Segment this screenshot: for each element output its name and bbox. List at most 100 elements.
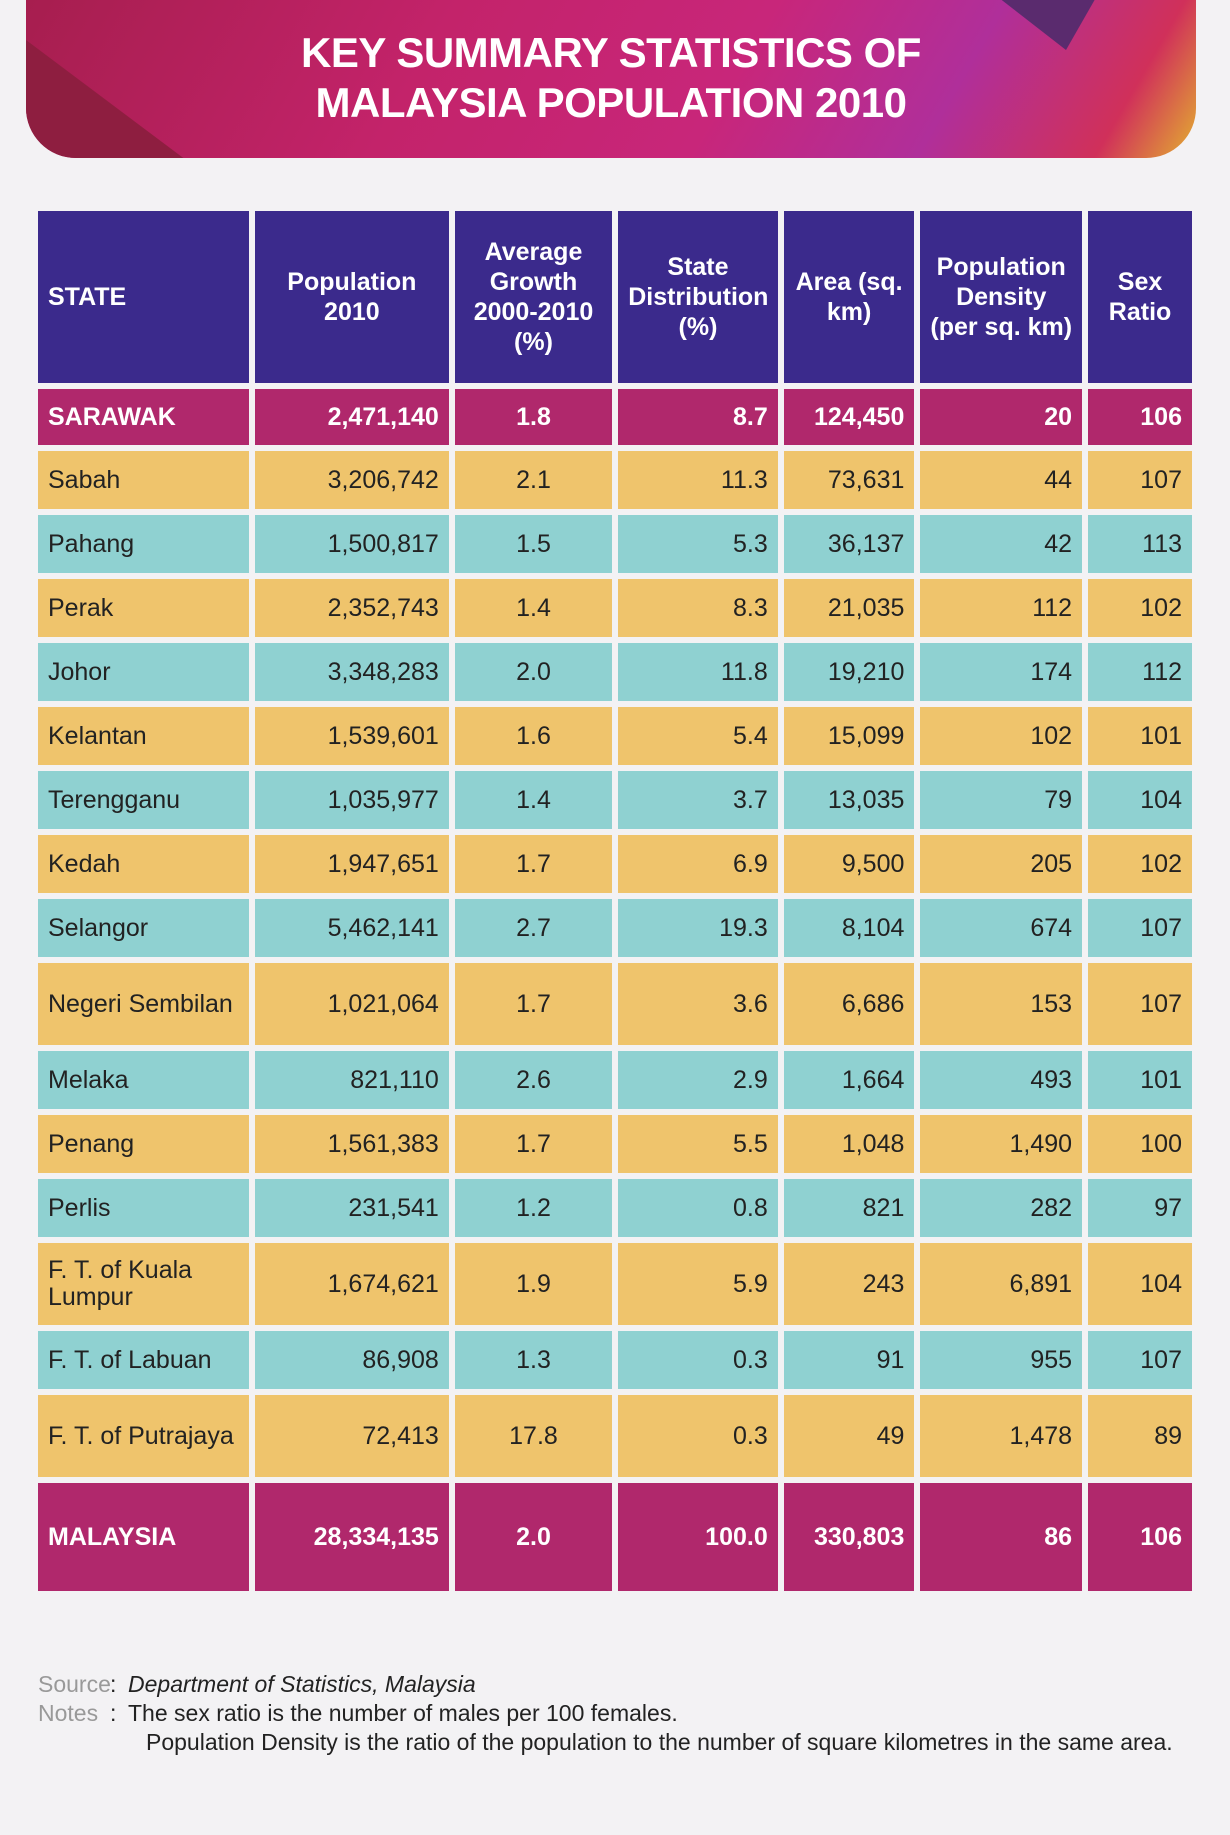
cell-density: 153 xyxy=(920,963,1083,1045)
page-title: KEY SUMMARY STATISTICS OF MALAYSIA POPUL… xyxy=(26,28,1196,128)
footer-notes: Source: Department of Statistics, Malaysi… xyxy=(38,1671,1173,1755)
cell-population: 1,021,064 xyxy=(254,963,449,1045)
cell-area: 821 xyxy=(783,1179,915,1237)
cell-density: 112 xyxy=(920,579,1083,637)
cell-state: Selangor xyxy=(38,899,249,957)
cell-state: MALAYSIA xyxy=(38,1483,249,1591)
cell-population: 231,541 xyxy=(254,1179,449,1237)
table-row: Selangor 5,462,141 2.7 19.3 8,104 674 107 xyxy=(38,899,1192,957)
cell-distribution: 5.4 xyxy=(618,707,778,765)
cell-state: Perak xyxy=(38,579,249,637)
column-header-distribution: State Distribution (%) xyxy=(618,211,778,383)
cell-density: 174 xyxy=(920,643,1083,701)
table-row: F. T. of Putrajaya 72,413 17.8 0.3 49 1,478 89 xyxy=(38,1395,1192,1477)
cell-area: 19,210 xyxy=(783,643,915,701)
cell-sex-ratio: 102 xyxy=(1088,579,1192,637)
cell-sex-ratio: 89 xyxy=(1088,1395,1192,1477)
cell-population: 1,947,651 xyxy=(254,835,449,893)
cell-growth: 2.0 xyxy=(454,1483,613,1591)
cell-density: 44 xyxy=(920,451,1083,509)
cell-state: Sabah xyxy=(38,451,249,509)
cell-growth: 1.4 xyxy=(454,771,613,829)
cell-state: Penang xyxy=(38,1115,249,1173)
cell-density: 282 xyxy=(920,1179,1083,1237)
cell-state: F. T. of Putrajaya xyxy=(38,1395,249,1477)
cell-growth: 1.8 xyxy=(454,389,613,445)
cell-distribution: 11.8 xyxy=(618,643,778,701)
cell-density: 205 xyxy=(920,835,1083,893)
table-row: F. T. of Labuan 86,908 1.3 0.3 91 955 107 xyxy=(38,1331,1192,1389)
cell-density: 20 xyxy=(920,389,1083,445)
cell-distribution: 11.3 xyxy=(618,451,778,509)
cell-population: 1,500,817 xyxy=(254,515,449,573)
cell-area: 330,803 xyxy=(783,1483,915,1591)
cell-sex-ratio: 112 xyxy=(1088,643,1192,701)
cell-state: F. T. of Labuan xyxy=(38,1331,249,1389)
cell-growth: 1.5 xyxy=(454,515,613,573)
cell-population: 3,348,283 xyxy=(254,643,449,701)
cell-growth: 1.9 xyxy=(454,1243,613,1325)
cell-population: 1,539,601 xyxy=(254,707,449,765)
cell-sex-ratio: 106 xyxy=(1088,389,1192,445)
cell-distribution: 2.9 xyxy=(618,1051,778,1109)
cell-distribution: 8.7 xyxy=(618,389,778,445)
cell-state: Kedah xyxy=(38,835,249,893)
cell-area: 1,664 xyxy=(783,1051,915,1109)
table-row: Terengganu 1,035,977 1.4 3.7 13,035 79 104 xyxy=(38,771,1192,829)
cell-distribution: 5.5 xyxy=(618,1115,778,1173)
cell-growth: 1.2 xyxy=(454,1179,613,1237)
cell-area: 1,048 xyxy=(783,1115,915,1173)
cell-distribution: 5.9 xyxy=(618,1243,778,1325)
cell-sex-ratio: 101 xyxy=(1088,1051,1192,1109)
cell-sex-ratio: 107 xyxy=(1088,963,1192,1045)
cell-area: 21,035 xyxy=(783,579,915,637)
cell-population: 2,471,140 xyxy=(254,389,449,445)
cell-sex-ratio: 107 xyxy=(1088,899,1192,957)
banner-decoration xyxy=(976,0,1106,50)
cell-state: Perlis xyxy=(38,1179,249,1237)
cell-sex-ratio: 104 xyxy=(1088,1243,1192,1325)
cell-distribution: 0.3 xyxy=(618,1395,778,1477)
cell-density: 6,891 xyxy=(920,1243,1083,1325)
title-line-2: MALAYSIA POPULATION 2010 xyxy=(315,79,907,126)
cell-sex-ratio: 106 xyxy=(1088,1483,1192,1591)
cell-population: 5,462,141 xyxy=(254,899,449,957)
cell-density: 674 xyxy=(920,899,1083,957)
cell-population: 2,352,743 xyxy=(254,579,449,637)
cell-population: 1,035,977 xyxy=(254,771,449,829)
cell-growth: 1.7 xyxy=(454,835,613,893)
banner-decoration xyxy=(26,40,186,158)
cell-density: 1,478 xyxy=(920,1395,1083,1477)
table-row: MALAYSIA 28,334,135 2.0 100.0 330,803 86 106 xyxy=(38,1483,1192,1591)
column-header-growth: Average Growth 2000-2010 (%) xyxy=(454,211,613,383)
cell-growth: 2.7 xyxy=(454,899,613,957)
cell-density: 102 xyxy=(920,707,1083,765)
cell-area: 91 xyxy=(783,1331,915,1389)
cell-growth: 1.4 xyxy=(454,579,613,637)
table-row: Perak 2,352,743 1.4 8.3 21,035 112 102 xyxy=(38,579,1192,637)
cell-sex-ratio: 100 xyxy=(1088,1115,1192,1173)
table-row: F. T. of Kuala Lumpur 1,674,621 1.9 5.9 243 6… xyxy=(38,1243,1192,1325)
table-row: Johor 3,348,283 2.0 11.8 19,210 174 112 xyxy=(38,643,1192,701)
cell-sex-ratio: 107 xyxy=(1088,451,1192,509)
cell-density: 955 xyxy=(920,1331,1083,1389)
cell-population: 28,334,135 xyxy=(254,1483,449,1591)
title-line-1: KEY SUMMARY STATISTICS OF xyxy=(301,29,921,76)
cell-growth: 2.1 xyxy=(454,451,613,509)
column-header-state: STATE xyxy=(38,211,249,383)
cell-state: Pahang xyxy=(38,515,249,573)
cell-state: Terengganu xyxy=(38,771,249,829)
cell-growth: 1.7 xyxy=(454,1115,613,1173)
cell-area: 243 xyxy=(783,1243,915,1325)
column-header-sex-ratio: Sex Ratio xyxy=(1088,211,1192,383)
cell-growth: 2.0 xyxy=(454,643,613,701)
table-row: Pahang 1,500,817 1.5 5.3 36,137 42 113 xyxy=(38,515,1192,573)
cell-sex-ratio: 97 xyxy=(1088,1179,1192,1237)
cell-density: 86 xyxy=(920,1483,1083,1591)
cell-distribution: 19.3 xyxy=(618,899,778,957)
table-row: Kedah 1,947,651 1.7 6.9 9,500 205 102 xyxy=(38,835,1192,893)
table-row: Kelantan 1,539,601 1.6 5.4 15,099 102 101 xyxy=(38,707,1192,765)
cell-area: 13,035 xyxy=(783,771,915,829)
table-row: SARAWAK 2,471,140 1.8 8.7 124,450 20 106 xyxy=(38,389,1192,445)
cell-density: 493 xyxy=(920,1051,1083,1109)
